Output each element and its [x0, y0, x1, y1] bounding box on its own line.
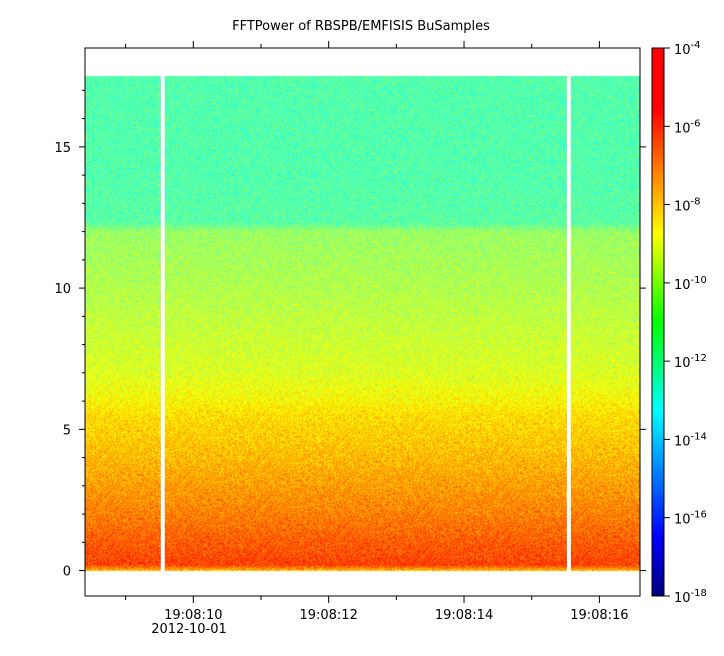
- y-tick-label: 5: [63, 423, 71, 438]
- data-gap: [566, 75, 571, 572]
- x-date-label: 2012-10-01: [151, 622, 227, 637]
- chart-title: FFTPower of RBSPB/EMFISIS BuSamples: [232, 19, 490, 34]
- colorbar-tick-label: 10-14: [674, 431, 707, 449]
- colorbar-tick-label: 10-10: [674, 275, 707, 293]
- colorbar-tick-label: 10-6: [674, 118, 701, 136]
- colorbar-tick-label: 10-18: [674, 588, 707, 606]
- colorbar-tick-label: 10-8: [674, 197, 701, 215]
- x-tick-label: 19:08:16: [570, 608, 628, 623]
- x-tick-label: 19:08:10: [164, 608, 222, 623]
- y-tick-label: 10: [54, 282, 71, 297]
- colorbar: 10-4 10-6 10-8 10-10 10-12 10-14 10-16 10-18: [651, 40, 707, 606]
- colorbar-frame: [651, 47, 665, 597]
- y-tick-label: 15: [54, 141, 71, 156]
- x-tick-label: 19:08:12: [299, 608, 357, 623]
- colorbar-tick-label: 10-4: [674, 40, 701, 58]
- data-gaps: [160, 75, 571, 572]
- x-tick-label: 19:08:14: [435, 608, 493, 623]
- colorbar-tick-label: 10-12: [674, 353, 707, 371]
- y-axis: 0 5 10 15: [54, 89, 646, 580]
- x-axis: 19:08:10 19:08:12 19:08:14 19:08:16: [125, 41, 629, 623]
- data-gap: [160, 75, 165, 572]
- colorbar-tick-label: 10-16: [674, 510, 707, 528]
- y-tick-label: 0: [63, 565, 71, 580]
- plot-area: [84, 47, 641, 597]
- colorbar-gradient: [652, 48, 664, 596]
- colorbar-ticks: 10-4 10-6 10-8 10-10 10-12 10-14 10-16 10-18: [664, 40, 707, 606]
- plot-frame: [84, 47, 641, 597]
- spectrogram-heatmap: [85, 48, 640, 596]
